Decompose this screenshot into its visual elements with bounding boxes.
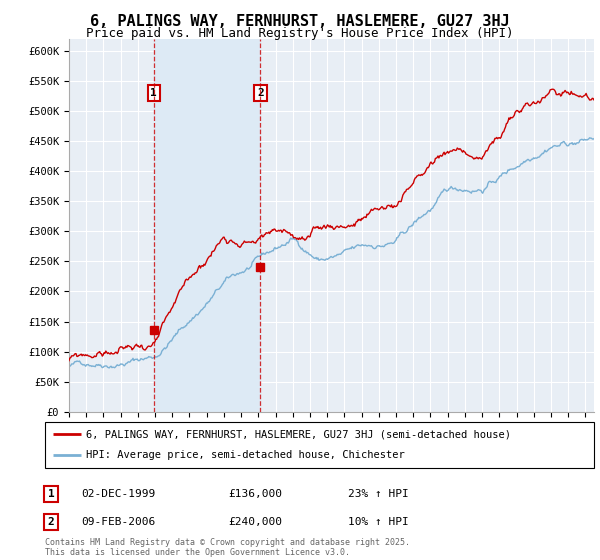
Text: 6, PALINGS WAY, FERNHURST, HASLEMERE, GU27 3HJ: 6, PALINGS WAY, FERNHURST, HASLEMERE, GU… (90, 14, 510, 29)
Text: 2: 2 (257, 88, 264, 98)
Text: Price paid vs. HM Land Registry's House Price Index (HPI): Price paid vs. HM Land Registry's House … (86, 27, 514, 40)
Text: £136,000: £136,000 (228, 489, 282, 499)
Text: £240,000: £240,000 (228, 517, 282, 527)
Text: Contains HM Land Registry data © Crown copyright and database right 2025.
This d: Contains HM Land Registry data © Crown c… (45, 538, 410, 557)
Text: 09-FEB-2006: 09-FEB-2006 (81, 517, 155, 527)
Text: 6, PALINGS WAY, FERNHURST, HASLEMERE, GU27 3HJ (semi-detached house): 6, PALINGS WAY, FERNHURST, HASLEMERE, GU… (86, 429, 511, 439)
Bar (154, 39, 260, 412)
Text: HPI: Average price, semi-detached house, Chichester: HPI: Average price, semi-detached house,… (86, 450, 405, 460)
Text: 02-DEC-1999: 02-DEC-1999 (81, 489, 155, 499)
Text: 1: 1 (151, 88, 157, 98)
Text: 23% ↑ HPI: 23% ↑ HPI (348, 489, 409, 499)
Text: 10% ↑ HPI: 10% ↑ HPI (348, 517, 409, 527)
Text: 1: 1 (47, 489, 55, 499)
Text: 2: 2 (47, 517, 55, 527)
FancyBboxPatch shape (45, 422, 594, 468)
